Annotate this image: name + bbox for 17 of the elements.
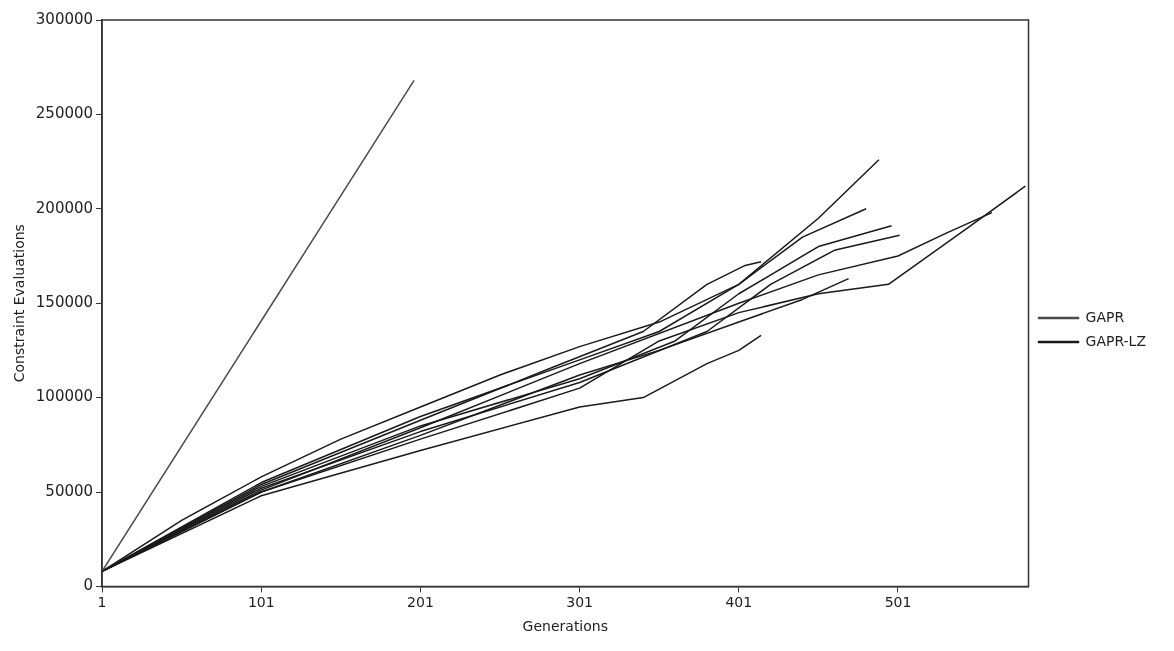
y-tick-label: 50000 — [45, 481, 94, 500]
x-tick-label: 501 — [884, 594, 912, 611]
x-tick-label: 1 — [97, 594, 107, 611]
legend-label: GAPR-LZ — [1085, 332, 1147, 349]
y-axis-title: Constraint Evaluations — [11, 224, 28, 383]
y-tick-label: 150000 — [35, 293, 94, 312]
x-tick-label: 301 — [566, 594, 593, 611]
y-tick-label: 300000 — [35, 9, 94, 28]
x-tick-label: 401 — [725, 594, 753, 611]
y-tick-label: 100000 — [35, 387, 94, 406]
y-tick-label: 0 — [83, 576, 94, 595]
legend-label: GAPR — [1085, 308, 1125, 325]
x-tick-label: 201 — [407, 594, 434, 611]
y-tick-label: 250000 — [35, 104, 94, 123]
x-axis-title: Generations — [522, 618, 608, 635]
y-tick-label: 200000 — [35, 198, 94, 217]
x-tick-label: 101 — [247, 594, 275, 611]
